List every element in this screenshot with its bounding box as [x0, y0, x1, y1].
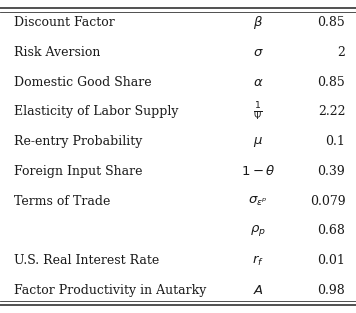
Text: 0.39: 0.39 [318, 165, 345, 178]
Text: Re-entry Probability: Re-entry Probability [14, 135, 143, 148]
Text: 0.68: 0.68 [318, 224, 345, 237]
Text: $r_f$: $r_f$ [252, 254, 264, 268]
Text: 0.01: 0.01 [318, 254, 345, 267]
Text: 0.85: 0.85 [318, 76, 345, 89]
Text: $\alpha$: $\alpha$ [253, 76, 263, 89]
Text: U.S. Real Interest Rate: U.S. Real Interest Rate [14, 254, 159, 267]
Text: Risk Aversion: Risk Aversion [14, 46, 101, 59]
Text: $\sigma_{\varepsilon^p}$: $\sigma_{\varepsilon^p}$ [248, 195, 268, 208]
Text: $1 - \theta$: $1 - \theta$ [241, 164, 276, 178]
Text: Foreign Input Share: Foreign Input Share [14, 165, 143, 178]
Text: $A$: $A$ [253, 284, 263, 297]
Text: 0.079: 0.079 [310, 195, 345, 208]
Text: $\rho_p$: $\rho_p$ [250, 223, 266, 238]
Text: $\frac{1}{\Psi}$: $\frac{1}{\Psi}$ [253, 101, 263, 123]
Text: 0.1: 0.1 [325, 135, 345, 148]
Text: Terms of Trade: Terms of Trade [14, 195, 111, 208]
Text: 2: 2 [337, 46, 345, 59]
Text: Discount Factor: Discount Factor [14, 16, 115, 29]
Text: $\sigma$: $\sigma$ [253, 46, 263, 59]
Text: Elasticity of Labor Supply: Elasticity of Labor Supply [14, 105, 179, 118]
Text: 2.22: 2.22 [318, 105, 345, 118]
Text: Factor Productivity in Autarky: Factor Productivity in Autarky [14, 284, 206, 297]
Text: 0.85: 0.85 [318, 16, 345, 29]
Text: Domestic Good Share: Domestic Good Share [14, 76, 152, 89]
Text: $\beta$: $\beta$ [253, 14, 263, 31]
Text: 0.98: 0.98 [318, 284, 345, 297]
Text: $\mu$: $\mu$ [253, 135, 263, 149]
